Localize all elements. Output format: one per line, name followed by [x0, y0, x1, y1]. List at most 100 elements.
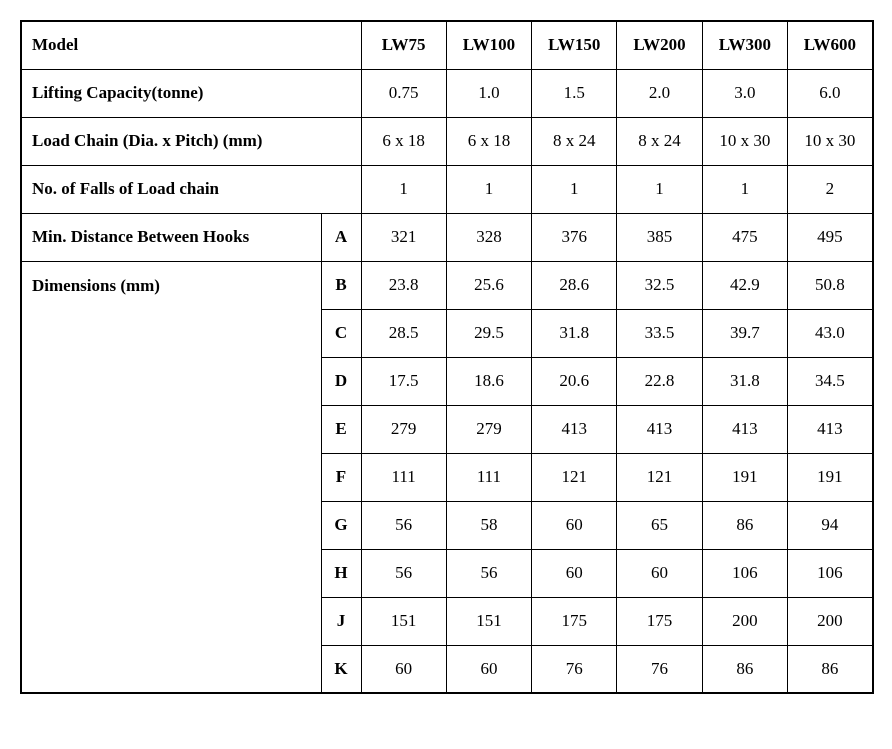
cell: 76 — [532, 645, 617, 693]
cell: 56 — [361, 549, 446, 597]
cell: 2 — [787, 165, 872, 213]
model-col-header: LW150 — [532, 21, 617, 69]
cell: 279 — [361, 405, 446, 453]
row-sub-label: H — [321, 549, 361, 597]
row-sub-label: E — [321, 405, 361, 453]
cell: 121 — [617, 453, 702, 501]
cell: 10 x 30 — [702, 117, 787, 165]
cell: 32.5 — [617, 261, 702, 309]
row-label: No. of Falls of Load chain — [21, 165, 361, 213]
cell: 60 — [361, 645, 446, 693]
cell: 60 — [617, 549, 702, 597]
cell: 1.0 — [446, 69, 531, 117]
cell: 200 — [787, 597, 872, 645]
model-col-header: LW600 — [787, 21, 872, 69]
table-row: Dimensions (mm) B 23.8 25.6 28.6 32.5 42… — [21, 261, 873, 309]
cell: 1 — [361, 165, 446, 213]
row-label: Min. Distance Between Hooks — [21, 213, 321, 261]
header-model-label: Model — [21, 21, 361, 69]
cell: 1 — [702, 165, 787, 213]
row-sub-label: G — [321, 501, 361, 549]
cell: 56 — [446, 549, 531, 597]
cell: 76 — [617, 645, 702, 693]
cell: 175 — [617, 597, 702, 645]
cell: 25.6 — [446, 261, 531, 309]
cell: 1 — [532, 165, 617, 213]
row-sub-label: F — [321, 453, 361, 501]
cell: 413 — [702, 405, 787, 453]
model-col-header: LW75 — [361, 21, 446, 69]
table-row: Min. Distance Between Hooks A 321 328 37… — [21, 213, 873, 261]
row-sub-label: B — [321, 261, 361, 309]
spec-table: Model LW75 LW100 LW150 LW200 LW300 LW600… — [20, 20, 874, 694]
cell: 8 x 24 — [617, 117, 702, 165]
cell: 328 — [446, 213, 531, 261]
cell: 6.0 — [787, 69, 872, 117]
cell: 31.8 — [702, 357, 787, 405]
cell: 200 — [702, 597, 787, 645]
cell: 121 — [532, 453, 617, 501]
cell: 18.6 — [446, 357, 531, 405]
cell: 60 — [532, 501, 617, 549]
cell: 28.6 — [532, 261, 617, 309]
table-row: Model LW75 LW100 LW150 LW200 LW300 LW600 — [21, 21, 873, 69]
cell: 6 x 18 — [361, 117, 446, 165]
cell: 151 — [361, 597, 446, 645]
cell: 111 — [446, 453, 531, 501]
cell: 1.5 — [532, 69, 617, 117]
model-col-header: LW300 — [702, 21, 787, 69]
cell: 175 — [532, 597, 617, 645]
cell: 385 — [617, 213, 702, 261]
cell: 191 — [787, 453, 872, 501]
cell: 413 — [617, 405, 702, 453]
cell: 3.0 — [702, 69, 787, 117]
cell: 495 — [787, 213, 872, 261]
row-sub-label: J — [321, 597, 361, 645]
cell: 475 — [702, 213, 787, 261]
cell: 2.0 — [617, 69, 702, 117]
dimensions-label: Dimensions (mm) — [21, 261, 321, 693]
cell: 1 — [617, 165, 702, 213]
cell: 34.5 — [787, 357, 872, 405]
cell: 279 — [446, 405, 531, 453]
model-col-header: LW200 — [617, 21, 702, 69]
cell: 321 — [361, 213, 446, 261]
table-row: No. of Falls of Load chain 1 1 1 1 1 2 — [21, 165, 873, 213]
row-sub-label: C — [321, 309, 361, 357]
cell: 86 — [702, 501, 787, 549]
cell: 191 — [702, 453, 787, 501]
row-label: Load Chain (Dia. x Pitch) (mm) — [21, 117, 361, 165]
cell: 31.8 — [532, 309, 617, 357]
model-col-header: LW100 — [446, 21, 531, 69]
cell: 60 — [446, 645, 531, 693]
cell: 23.8 — [361, 261, 446, 309]
cell: 86 — [702, 645, 787, 693]
cell: 65 — [617, 501, 702, 549]
cell: 106 — [787, 549, 872, 597]
cell: 33.5 — [617, 309, 702, 357]
cell: 56 — [361, 501, 446, 549]
cell: 22.8 — [617, 357, 702, 405]
cell: 413 — [787, 405, 872, 453]
row-sub-label: D — [321, 357, 361, 405]
cell: 151 — [446, 597, 531, 645]
cell: 60 — [532, 549, 617, 597]
cell: 6 x 18 — [446, 117, 531, 165]
cell: 29.5 — [446, 309, 531, 357]
row-sub-label: K — [321, 645, 361, 693]
cell: 413 — [532, 405, 617, 453]
cell: 42.9 — [702, 261, 787, 309]
cell: 10 x 30 — [787, 117, 872, 165]
cell: 111 — [361, 453, 446, 501]
cell: 0.75 — [361, 69, 446, 117]
cell: 20.6 — [532, 357, 617, 405]
cell: 8 x 24 — [532, 117, 617, 165]
table-row: Lifting Capacity(tonne) 0.75 1.0 1.5 2.0… — [21, 69, 873, 117]
row-label: Lifting Capacity(tonne) — [21, 69, 361, 117]
cell: 376 — [532, 213, 617, 261]
cell: 106 — [702, 549, 787, 597]
cell: 39.7 — [702, 309, 787, 357]
cell: 58 — [446, 501, 531, 549]
cell: 86 — [787, 645, 872, 693]
cell: 50.8 — [787, 261, 872, 309]
